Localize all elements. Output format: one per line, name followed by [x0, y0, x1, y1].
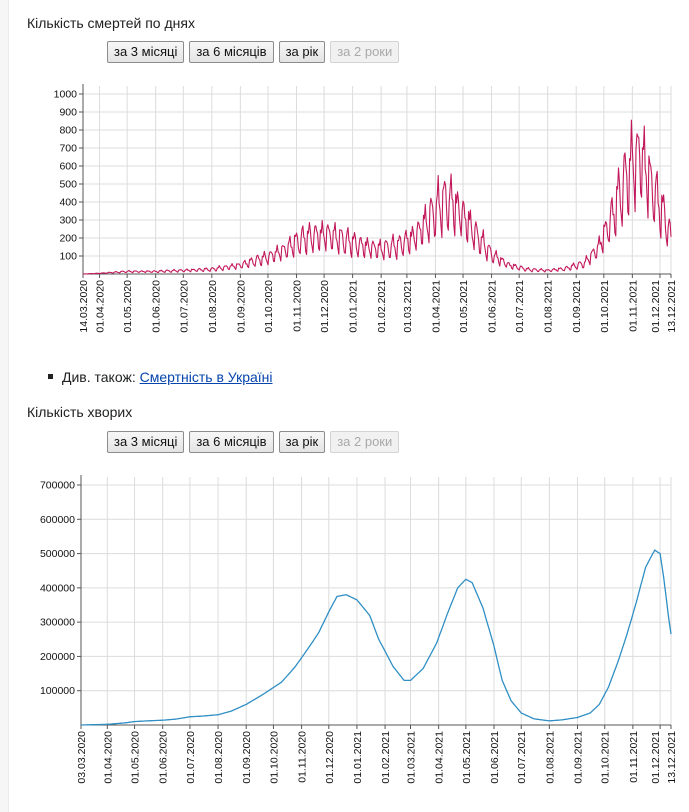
cases-range-6m-button[interactable]: за 6 місяців	[189, 431, 274, 453]
cases-range-1y-button[interactable]: за рік	[278, 431, 326, 453]
cases-x-tick-label: 01.04.2020	[102, 731, 114, 784]
deaths-y-tick-label: 100	[59, 251, 77, 263]
deaths-chart: 100 200 300 400 500 600 700 800 900 1000 14.03.202…	[54, 84, 678, 333]
deaths-y-tick-label: 300	[59, 215, 77, 227]
deaths-x-tick-label: 01.08.2021	[543, 280, 555, 333]
cases-range-2y-button: за 2 роки	[330, 431, 400, 453]
see-also-item: Див. також: Смертність в Україні	[48, 369, 273, 385]
deaths-x-tick-label: 01.06.2021	[487, 280, 499, 333]
deaths-in-ukraine-link[interactable]: Смертність в Україні	[139, 369, 273, 385]
cases-x-tick-label: 01.09.2021	[573, 731, 585, 784]
cases-y-tick-label: 600000	[40, 514, 75, 526]
deaths-x-tick-label: 01.04.2021	[430, 280, 442, 333]
deaths-y-tick-label: 800	[59, 125, 77, 137]
cases-x-tick-label: 01.09.2020	[241, 731, 253, 784]
deaths-x-tick-label: 13.12.2021	[666, 280, 678, 333]
deaths-x-tick-label: 01.06.2020	[151, 280, 163, 333]
cases-y-tick-label: 700000	[40, 480, 75, 492]
cases-x-tick-label: 01.07.2021	[516, 731, 528, 784]
deaths-y-tick-label: 900	[59, 107, 77, 119]
deaths-x-tick-label: 01.08.2020	[207, 280, 219, 333]
deaths-range-1y-button[interactable]: за рік	[278, 41, 326, 63]
deaths-x-tick-label: 01.11.2021	[627, 280, 639, 332]
cases-x-tick-label: 01.11.2021	[628, 731, 640, 783]
deaths-chart-title: Кількість смертей по днях	[27, 15, 195, 31]
deaths-x-tick-label: 01.07.2021	[514, 280, 526, 333]
deaths-x-tick-label: 01.02.2021	[376, 280, 388, 333]
list-bullet	[48, 373, 53, 379]
deaths-y-tick-label: 400	[59, 197, 77, 209]
cases-x-tick-label: 01.03.2021	[405, 731, 417, 784]
cases-x-tick-label: 01.06.2021	[489, 731, 501, 784]
deaths-x-tick-label: 01.11.2020	[291, 280, 303, 332]
deaths-x-tick-label: 14.03.2020	[78, 280, 90, 333]
cases-y-tick-label: 400000	[40, 582, 75, 594]
deaths-series-line	[82, 119, 672, 275]
deaths-x-tick-label: 01.05.2021	[458, 280, 470, 333]
deaths-range-buttons: за 3 місяці за 6 місяців за рік за 2 рок…	[107, 41, 400, 63]
deaths-y-tick-label: 1000	[54, 89, 78, 101]
cases-x-tick-label: 01.08.2020	[213, 731, 225, 784]
deaths-x-tick-label: 01.04.2020	[95, 280, 107, 333]
deaths-x-tick-label: 01.10.2020	[263, 280, 275, 333]
deaths-x-tick-label: 01.03.2021	[402, 280, 414, 333]
see-also-label: Див. також:	[62, 369, 136, 385]
cases-x-tick-label: 01.07.2020	[185, 731, 197, 784]
cases-x-tick-label: 01.04.2021	[434, 731, 446, 784]
deaths-x-tick-label: 01.05.2020	[122, 280, 134, 333]
cases-x-tick-label: 01.08.2021	[544, 731, 556, 784]
cases-x-tick-label: 01.02.2021	[380, 731, 392, 784]
deaths-x-tick-label: 01.12.2020	[319, 280, 331, 333]
deaths-y-tick-label: 200	[59, 233, 77, 245]
cases-y-tick-label: 100000	[40, 685, 75, 697]
cases-x-tick-label: 01.01.2021	[352, 731, 364, 784]
cases-y-tick-label: 300000	[40, 617, 75, 629]
cases-x-tick-label: 01.12.2021	[650, 731, 662, 784]
cases-x-tick-label: 01.10.2021	[600, 731, 612, 784]
cases-x-tick-label: 01.11.2020	[297, 731, 309, 783]
cases-chart-title: Кількість хворих	[27, 404, 133, 420]
cases-x-tick-label: 13.12.2021	[666, 731, 678, 784]
cases-x-tick-label: 01.05.2020	[130, 731, 142, 784]
deaths-x-tick-label: 01.09.2021	[571, 280, 583, 333]
deaths-y-tick-label: 700	[59, 143, 77, 155]
cases-x-tick-label: 01.12.2020	[324, 731, 336, 784]
deaths-y-tick-label: 600	[59, 161, 77, 173]
cases-series-line	[81, 549, 672, 726]
deaths-x-tick-label: 01.10.2021	[599, 280, 611, 333]
cases-y-tick-label: 200000	[40, 651, 75, 663]
cases-x-tick-label: 03.03.2020	[76, 731, 88, 784]
deaths-x-tick-label: 01.07.2020	[178, 280, 190, 333]
cases-x-tick-label: 01.06.2020	[158, 731, 170, 784]
deaths-x-tick-label: 01.12.2021	[650, 280, 662, 333]
deaths-range-6m-button[interactable]: за 6 місяців	[189, 41, 274, 63]
cases-y-tick-label: 500000	[40, 548, 75, 560]
cases-range-buttons: за 3 місяці за 6 місяців за рік за 2 рок…	[107, 431, 400, 453]
deaths-x-tick-label: 01.09.2020	[235, 280, 247, 333]
cases-x-tick-label: 01.10.2020	[268, 731, 280, 784]
cases-x-tick-label: 01.05.2021	[461, 731, 473, 784]
deaths-range-3m-button[interactable]: за 3 місяці	[107, 41, 185, 63]
deaths-x-tick-label: 01.01.2021	[348, 280, 360, 333]
cases-range-3m-button[interactable]: за 3 місяці	[107, 431, 185, 453]
deaths-y-tick-label: 500	[59, 179, 77, 191]
deaths-range-2y-button: за 2 роки	[330, 41, 400, 63]
page-left-border	[0, 0, 9, 812]
